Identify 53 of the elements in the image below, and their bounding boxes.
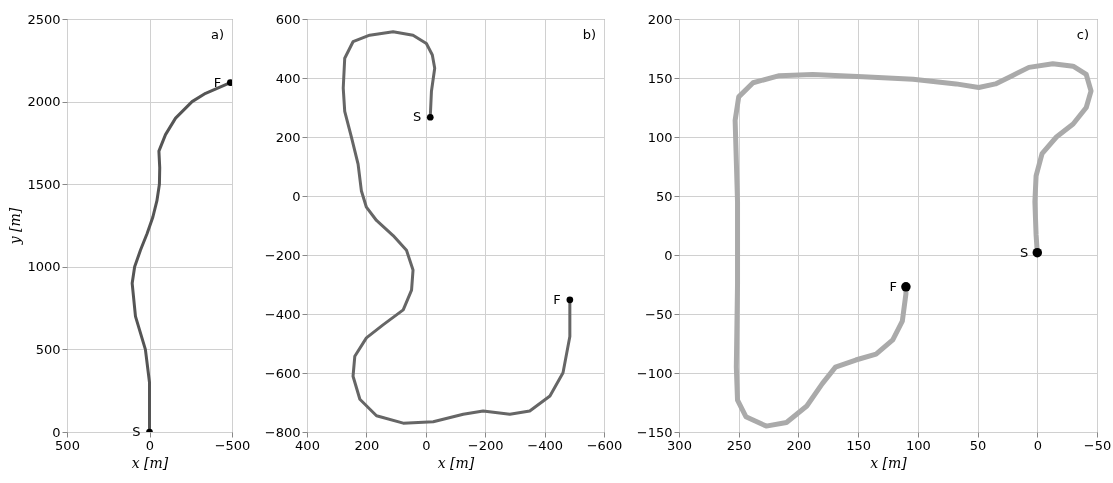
x-tick-label: 250 <box>726 437 752 453</box>
y-tick-label: 500 <box>35 341 61 357</box>
x-tick-label: −600 <box>586 437 623 453</box>
x-axis-title: x [m] <box>131 454 169 471</box>
y-tick-label: 1500 <box>27 176 61 192</box>
y-tick-label: 400 <box>275 70 301 86</box>
y-tick-label: −50 <box>645 306 673 322</box>
x-tick-label: 200 <box>354 437 380 453</box>
data-label: S <box>1020 244 1029 260</box>
y-tick-label: 200 <box>275 129 301 145</box>
data-label: S <box>132 424 141 439</box>
y-tick-label: 0 <box>52 424 61 440</box>
x-tick-label: 0 <box>1033 437 1042 453</box>
y-tick-label: 150 <box>647 70 673 86</box>
x-tick-label: 150 <box>846 437 872 453</box>
y-tick-label: −150 <box>636 424 673 440</box>
x-tick-label: 500 <box>55 437 80 453</box>
y-tick-label: 2500 <box>27 11 61 27</box>
y-axis-title: y [m] <box>7 207 24 246</box>
x-tick-label: 0 <box>422 437 431 453</box>
line-series <box>341 30 572 425</box>
x-tick-label: −400 <box>527 437 563 453</box>
x-axis-title: x [m] <box>870 454 908 471</box>
y-tick-label: 0 <box>292 188 301 204</box>
y-tick-label: −100 <box>636 365 673 381</box>
x-tick-label: 400 <box>295 437 320 453</box>
y-tick-label: 600 <box>275 11 301 27</box>
y-tick-label: −200 <box>264 247 301 263</box>
x-tick-label: −200 <box>467 437 504 453</box>
y-tick-label: 200 <box>647 11 673 27</box>
x-tick-label: 50 <box>969 437 987 453</box>
annotation: a) <box>210 27 224 42</box>
x-tick-label: 0 <box>145 437 155 453</box>
data-label: S <box>412 109 422 125</box>
y-tick-label: 1000 <box>27 259 61 275</box>
data-label: F <box>889 278 897 294</box>
y-tick-label: 2000 <box>27 94 61 110</box>
y-tick-label: −600 <box>264 365 301 381</box>
x-tick-label: 300 <box>667 437 692 453</box>
y-tick-label: 0 <box>664 247 673 263</box>
x-axis-title: x [m] <box>437 454 475 471</box>
data-label: F <box>553 291 561 307</box>
x-tick-label: 100 <box>905 437 931 453</box>
y-tick-label: −400 <box>264 306 301 322</box>
data-label: F <box>213 74 222 90</box>
y-tick-label: −800 <box>264 424 301 440</box>
annotation: c) <box>1076 27 1089 42</box>
x-tick-label: −50 <box>1083 437 1112 453</box>
x-tick-label: −500 <box>214 437 251 453</box>
y-tick-label: 100 <box>647 129 673 145</box>
y-tick-label: 50 <box>655 188 673 204</box>
annotation: b) <box>582 27 596 42</box>
x-tick-label: 200 <box>786 437 812 453</box>
